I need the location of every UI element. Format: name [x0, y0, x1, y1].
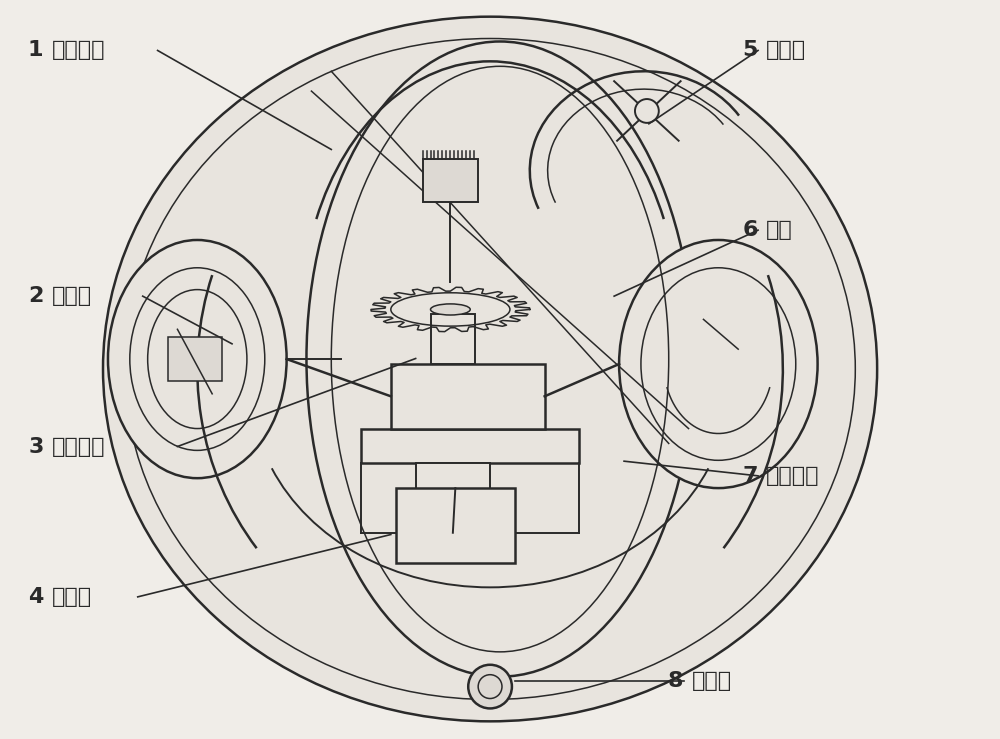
Ellipse shape — [619, 240, 818, 488]
Text: 7: 7 — [743, 466, 758, 486]
Bar — [361, 429, 579, 463]
Bar — [396, 488, 515, 562]
Text: 3: 3 — [28, 437, 43, 457]
Text: 增速齿轮: 增速齿轮 — [51, 437, 105, 457]
Bar — [416, 463, 490, 533]
Text: 4: 4 — [28, 587, 43, 607]
Text: 2: 2 — [28, 286, 43, 306]
Ellipse shape — [431, 304, 470, 315]
Text: 6: 6 — [743, 220, 758, 240]
Text: 摇轴: 摇轴 — [766, 220, 793, 240]
Text: 穿绳孔: 穿绳孔 — [692, 671, 732, 691]
Bar — [168, 337, 222, 381]
Text: 8: 8 — [668, 671, 684, 691]
Ellipse shape — [103, 17, 877, 721]
Bar — [391, 364, 545, 429]
Text: 支撑隔板: 支撑隔板 — [766, 466, 819, 486]
Text: 球状壳体: 球状壳体 — [51, 41, 105, 61]
Ellipse shape — [468, 665, 512, 709]
Text: 推进器: 推进器 — [766, 41, 806, 61]
Bar — [423, 159, 478, 202]
Bar — [431, 314, 475, 364]
Ellipse shape — [306, 41, 694, 677]
Text: 5: 5 — [743, 41, 758, 61]
Text: 发电机: 发电机 — [51, 286, 92, 306]
Text: 惯性摆: 惯性摆 — [51, 587, 92, 607]
Ellipse shape — [635, 99, 659, 123]
Text: 1: 1 — [28, 41, 43, 61]
Ellipse shape — [108, 240, 287, 478]
